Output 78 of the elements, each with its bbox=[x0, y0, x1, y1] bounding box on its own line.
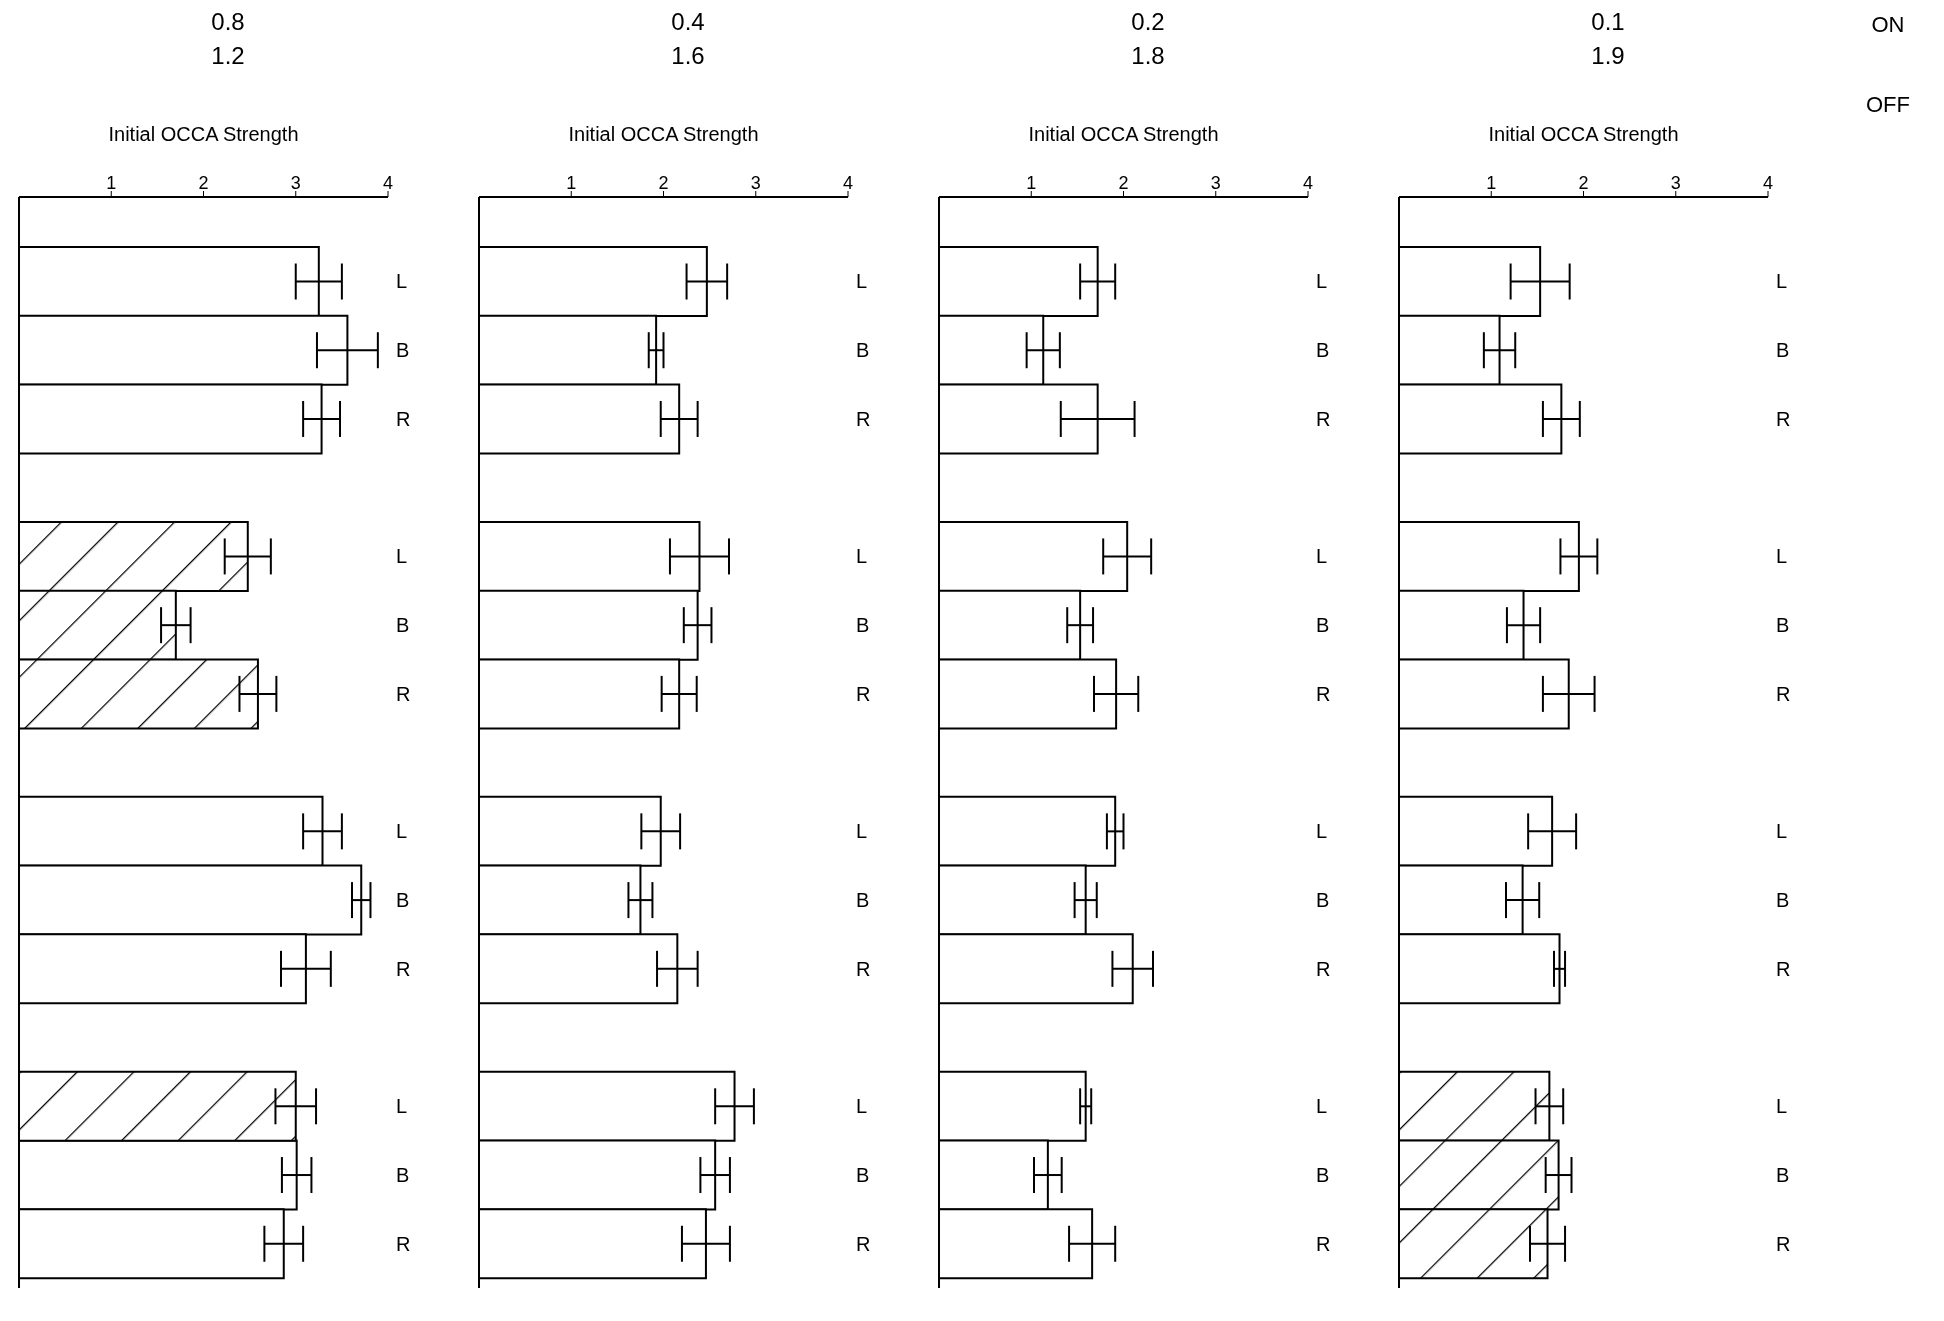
chart-subtitle: 1.9 bbox=[1590, 42, 1626, 71]
y-tick-label: L bbox=[1316, 270, 1328, 293]
y-tick-label: B bbox=[856, 339, 870, 362]
y-tick-label: L bbox=[396, 1095, 408, 1118]
chart-subtitle: 1.8 bbox=[1130, 42, 1166, 71]
y-tick-label: R bbox=[1316, 957, 1331, 980]
text: OFF bbox=[1865, 92, 1911, 119]
y-tick-label: B bbox=[396, 889, 410, 912]
x-tick-label: 3 bbox=[1210, 173, 1221, 193]
y-tick-label: B bbox=[396, 614, 410, 637]
x-tick-label: 1 bbox=[106, 173, 117, 193]
y-tick-label: R bbox=[1776, 1232, 1791, 1255]
text: ON bbox=[1870, 11, 1906, 39]
y-tick-label: B bbox=[1316, 339, 1330, 362]
y-tick-label: B bbox=[1316, 614, 1330, 637]
y-tick-label: L bbox=[1316, 1095, 1328, 1118]
y-tick-label: L bbox=[856, 820, 868, 843]
x-tick-label: 2 bbox=[658, 173, 669, 193]
x-axis-title: Initial OCCA Strength bbox=[108, 123, 299, 146]
y-tick-label: B bbox=[396, 1164, 410, 1186]
x-tick-label: 1 bbox=[1486, 173, 1497, 193]
x-tick-label: 4 bbox=[1302, 173, 1314, 193]
x-tick-label: 1 bbox=[566, 173, 577, 193]
x-tick-label: 1 bbox=[1026, 173, 1037, 193]
y-tick-label: R bbox=[1776, 407, 1791, 430]
y-tick-label: L bbox=[1316, 545, 1328, 568]
chart-title: 0.1 bbox=[1590, 8, 1626, 37]
chart-title: 0.2 bbox=[1130, 8, 1166, 37]
y-tick-label: B bbox=[1776, 614, 1790, 637]
x-tick-label: 3 bbox=[750, 173, 761, 193]
y-tick-label: L bbox=[856, 270, 868, 293]
x-axis-title: Initial OCCA Strength bbox=[1028, 123, 1219, 146]
y-tick-label: B bbox=[856, 614, 870, 637]
x-tick-label: 2 bbox=[1578, 173, 1589, 193]
x-tick-label: 4 bbox=[842, 173, 854, 193]
y-tick-label: B bbox=[1776, 1164, 1790, 1186]
chart-subtitle: 1.6 bbox=[670, 42, 706, 71]
y-tick-label: B bbox=[396, 339, 410, 362]
x-tick-label: 2 bbox=[198, 173, 209, 193]
y-tick-label: B bbox=[1316, 1164, 1330, 1186]
chart-title: 0.4 bbox=[670, 8, 706, 37]
y-tick-label: L bbox=[396, 820, 408, 843]
y-tick-label: R bbox=[396, 1232, 411, 1255]
y-tick-label: L bbox=[1776, 820, 1788, 843]
chart-subtitle: 1.2 bbox=[210, 42, 246, 71]
x-axis-title: Initial OCCA Strength bbox=[568, 123, 759, 146]
y-tick-label: L bbox=[396, 545, 408, 568]
x-axis-title: Initial OCCA Strength bbox=[1488, 123, 1679, 146]
y-tick-label: L bbox=[396, 270, 408, 293]
y-tick-label: R bbox=[396, 957, 411, 980]
y-tick-label: R bbox=[856, 957, 871, 980]
y-tick-label: B bbox=[1316, 889, 1330, 912]
x-tick-label: 3 bbox=[290, 173, 301, 193]
y-tick-label: R bbox=[856, 682, 871, 705]
y-tick-label: B bbox=[1776, 339, 1790, 362]
x-tick-label: 2 bbox=[1118, 173, 1129, 193]
y-tick-label: R bbox=[1776, 682, 1791, 705]
y-tick-label: R bbox=[856, 407, 871, 430]
y-tick-label: L bbox=[1316, 820, 1328, 843]
y-tick-label: B bbox=[1776, 889, 1790, 912]
y-tick-label: R bbox=[1776, 957, 1791, 980]
y-tick-label: R bbox=[1316, 407, 1331, 430]
x-tick-label: 4 bbox=[382, 173, 394, 193]
y-tick-label: R bbox=[1316, 682, 1331, 705]
y-tick-label: L bbox=[856, 545, 868, 568]
x-tick-label: 4 bbox=[1762, 173, 1774, 193]
y-tick-label: L bbox=[856, 1095, 868, 1118]
y-tick-label: R bbox=[856, 1232, 871, 1255]
y-tick-label: R bbox=[396, 407, 411, 430]
y-tick-label: B bbox=[856, 1164, 870, 1186]
y-tick-label: L bbox=[1776, 270, 1788, 293]
y-tick-label: L bbox=[1776, 1095, 1788, 1118]
y-tick-label: R bbox=[1316, 1232, 1331, 1255]
y-tick-label: L bbox=[1776, 545, 1788, 568]
x-tick-label: 3 bbox=[1670, 173, 1681, 193]
y-tick-label: B bbox=[856, 889, 870, 912]
chart-title: 0.8 bbox=[210, 8, 246, 37]
y-tick-label: R bbox=[396, 682, 411, 705]
